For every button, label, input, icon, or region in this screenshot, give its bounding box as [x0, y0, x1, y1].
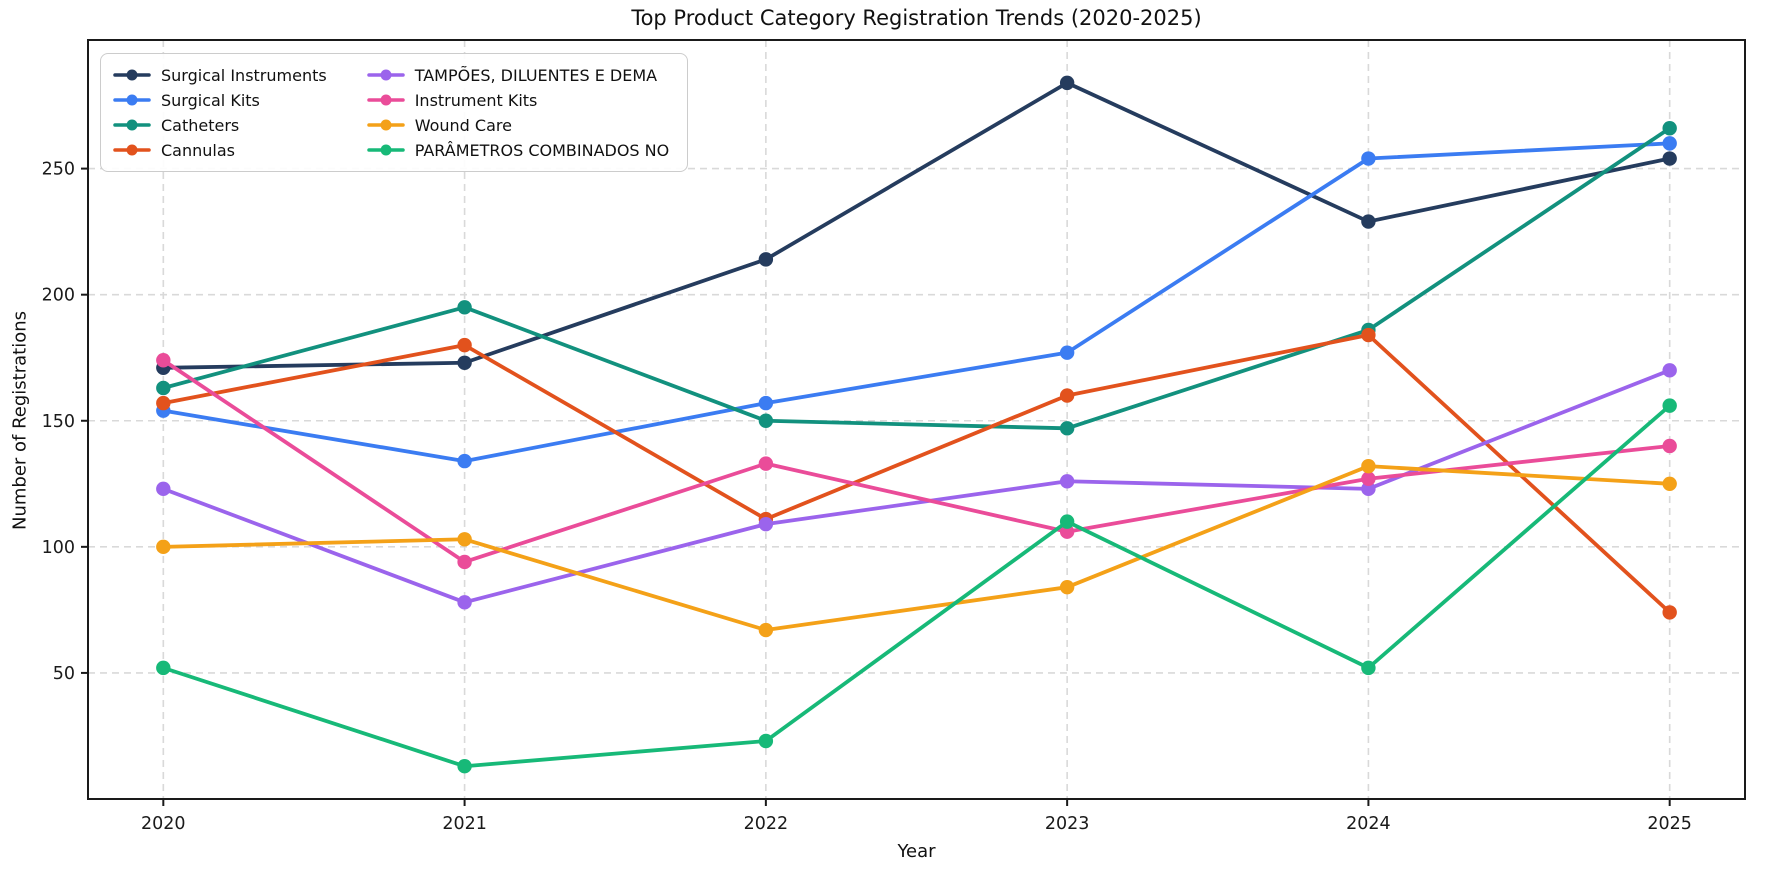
data-point — [758, 395, 774, 411]
data-point — [1059, 514, 1075, 529]
data-point — [758, 733, 774, 749]
legend-item-label: PARÂMETROS COMBINADOS NO — [414, 140, 670, 160]
data-point — [1059, 524, 1075, 539]
data-point — [1662, 363, 1677, 378]
legend-item-label: Surgical Instruments — [161, 65, 327, 85]
data-point — [1662, 151, 1677, 166]
data-point — [156, 539, 171, 555]
legend-line-marker-icon — [113, 119, 151, 131]
series-line-6 — [161, 358, 1672, 564]
data-point — [1361, 481, 1376, 497]
series-line-8 — [161, 403, 1672, 769]
x-tick-label: 2022 — [744, 814, 789, 834]
data-point — [758, 252, 774, 267]
legend-line-marker-icon — [113, 94, 151, 106]
legend-item-label: Catheters — [161, 115, 240, 135]
data-point — [1361, 471, 1376, 486]
plot-border — [87, 39, 1746, 800]
data-point — [457, 337, 472, 353]
legend-line-marker-icon — [113, 69, 151, 81]
data-point — [156, 353, 171, 368]
data-point — [156, 395, 171, 411]
data-point — [1059, 421, 1075, 436]
legend-item-label: Instrument Kits — [414, 90, 538, 110]
data-point — [1059, 579, 1075, 595]
y-tick-label: 250 — [42, 160, 75, 180]
y-tick-label: 50 — [53, 664, 75, 684]
data-point — [1361, 660, 1376, 676]
series-line-2 — [161, 141, 1672, 464]
data-point — [1059, 474, 1075, 489]
legend-item: PARÂMETROS COMBINADOS NO — [366, 138, 670, 162]
data-point — [1361, 327, 1376, 343]
x-tick-label: 2025 — [1647, 814, 1692, 834]
data-point — [1662, 438, 1677, 454]
data-point — [1361, 458, 1376, 474]
data-point — [457, 300, 472, 315]
data-point — [758, 516, 774, 532]
data-point — [1662, 136, 1677, 151]
legend-item: Wound Care — [366, 113, 670, 137]
legend-item: Surgical Instruments — [113, 63, 327, 87]
x-tick-label: 2024 — [1346, 814, 1391, 834]
legend-line-marker-icon — [366, 144, 405, 156]
x-tick-label: 2023 — [1045, 814, 1090, 834]
data-point — [156, 380, 171, 396]
data-point — [1059, 75, 1075, 91]
data-point — [156, 481, 171, 497]
legend-line-marker-icon — [366, 119, 405, 131]
legend-item: Cannulas — [113, 138, 327, 162]
x-tick-label: 2021 — [442, 814, 487, 834]
data-point — [758, 413, 774, 428]
series-line-1 — [161, 80, 1672, 370]
legend-item: Catheters — [113, 113, 327, 137]
data-point — [1662, 605, 1677, 620]
legend-line-marker-icon — [113, 144, 151, 156]
y-tick-label: 200 — [42, 286, 75, 306]
data-point — [457, 355, 472, 370]
y-tick-label: 100 — [42, 538, 75, 558]
series-line-3 — [161, 126, 1672, 431]
data-point — [1662, 476, 1677, 492]
x-axis-label: Year — [897, 841, 936, 862]
data-point — [1361, 151, 1376, 166]
data-point — [758, 456, 774, 471]
data-point — [457, 759, 472, 774]
data-point — [457, 554, 472, 570]
data-point — [1059, 345, 1075, 360]
data-point — [758, 622, 774, 638]
data-point — [457, 595, 472, 610]
legend-item: TAMPÕES, DILUENTES E DEMA — [366, 63, 670, 87]
data-point — [1361, 214, 1376, 229]
legend-line-marker-icon — [366, 69, 405, 81]
legend-item-label: Cannulas — [161, 140, 235, 160]
legend-item: Surgical Kits — [113, 88, 327, 112]
series-line-4 — [161, 333, 1672, 615]
data-point — [1059, 388, 1075, 403]
series-line-7 — [161, 464, 1672, 632]
legend-item-label: Surgical Kits — [161, 90, 260, 110]
legend-line-marker-icon — [366, 94, 405, 106]
x-tick-label: 2020 — [141, 814, 186, 834]
chart-title: Top Product Category Registration Trends… — [631, 6, 1202, 30]
legend-item-label: TAMPÕES, DILUENTES E DEMA — [414, 65, 658, 85]
data-point — [156, 660, 171, 676]
data-point — [1662, 121, 1677, 136]
data-point — [457, 532, 472, 547]
legend-item: Instrument Kits — [366, 88, 670, 112]
y-tick-label: 150 — [42, 412, 75, 432]
legend-item-label: Wound Care — [414, 115, 512, 135]
data-point — [457, 453, 472, 469]
data-point — [1662, 398, 1677, 413]
legend: Surgical Instruments Surgical Kits Cathete… — [100, 53, 689, 172]
